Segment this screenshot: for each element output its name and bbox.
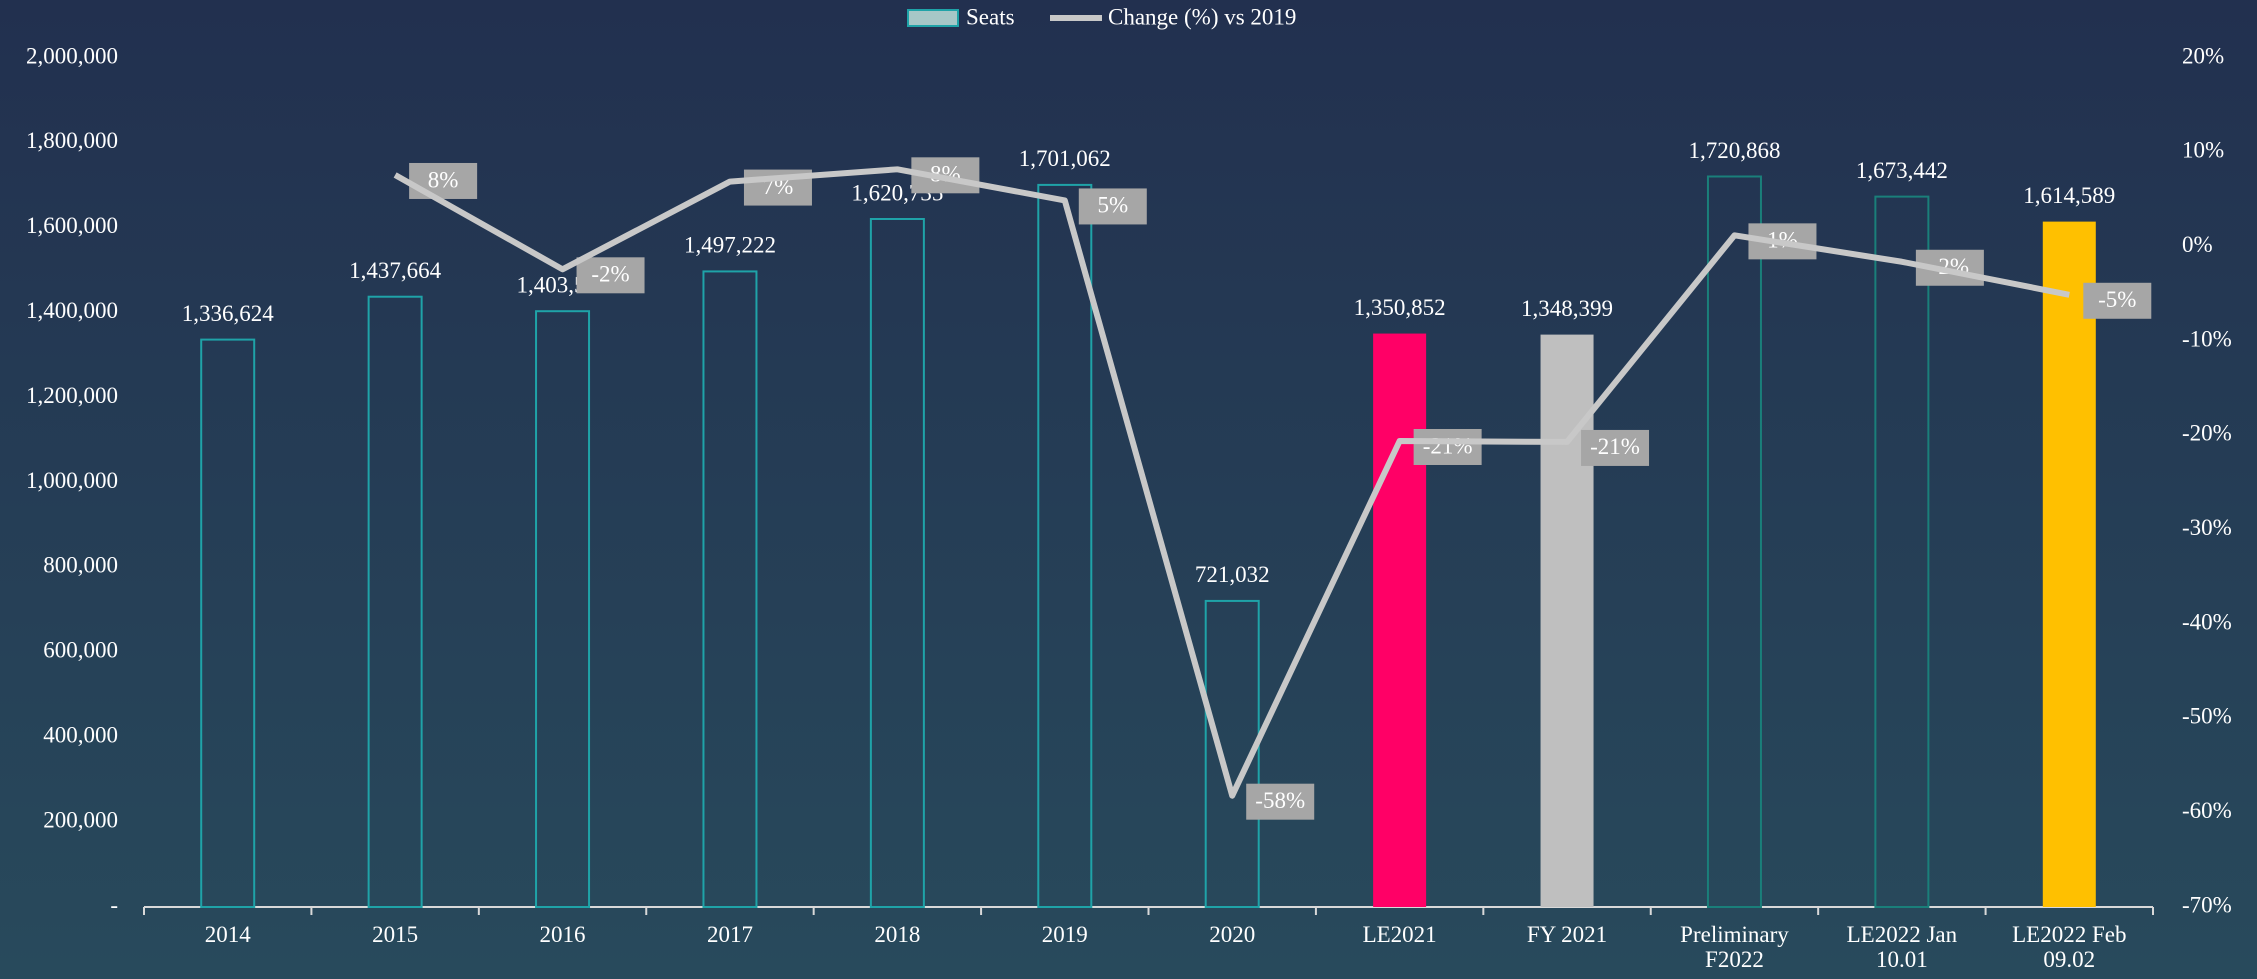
bar-value-label: 1,701,062 xyxy=(1019,146,1111,171)
x-tick-label: LE2022 Feb 09.02 xyxy=(2012,922,2127,972)
x-tick-label: 2018 xyxy=(874,922,921,947)
bar-value-label: 1,348,399 xyxy=(1521,296,1613,321)
x-tick-label: LE2021 xyxy=(1362,922,1437,947)
y-tick-label: 600,000 xyxy=(43,638,118,663)
label-box xyxy=(1581,429,1650,466)
y2-tick-label: -40% xyxy=(2182,609,2232,634)
bar xyxy=(869,217,925,908)
bar-value-label: 1,437,664 xyxy=(349,258,442,283)
y2-tick-label: 10% xyxy=(2182,138,2224,163)
line-labels: 8%-2%7% 8%5%-58%-21% -21%1%-2%-5% xyxy=(409,157,2152,820)
x-tick-label: 2015 xyxy=(372,922,419,947)
bar xyxy=(702,270,758,908)
bar xyxy=(1037,183,1093,909)
bar-value-label: 721,032 xyxy=(1195,562,1270,587)
line-value-label: -5% xyxy=(2098,287,2136,312)
line-value-label: -2% xyxy=(591,262,629,287)
change-line xyxy=(393,166,2070,799)
y-tick-label: 1,800,000 xyxy=(26,128,118,153)
line-value-label: -21% xyxy=(1590,434,1640,459)
label-box xyxy=(2083,282,2152,319)
bar xyxy=(1204,599,1260,909)
x-tick-label: 2017 xyxy=(706,922,753,947)
line-value-label: -21% xyxy=(1423,433,1473,458)
bar-value-label: 1,720,868 xyxy=(1688,138,1780,163)
bar-value-label: 1,673,442 xyxy=(1856,158,1948,183)
y-tick-label: 1,400,000 xyxy=(26,298,118,323)
x-tick-label: FY 2021 xyxy=(1526,922,1608,947)
x-tick-label: Preliminary F2022 xyxy=(1680,922,1789,972)
bar-value-label: 1,336,624 xyxy=(182,301,275,326)
y2-tick-label: 0% xyxy=(2182,232,2213,257)
legend-label: Seats xyxy=(966,4,1015,29)
x-tick-label: LE2022 Jan 10.01 xyxy=(1846,922,1958,972)
y-tick-label: 400,000 xyxy=(43,722,118,747)
bar xyxy=(1706,175,1762,909)
y2-tick-label: -70% xyxy=(2182,892,2232,917)
bar-value-label: 1,350,852 xyxy=(1354,295,1446,320)
y-tick-label: 1,000,000 xyxy=(26,468,118,493)
label-box xyxy=(1246,783,1315,820)
label-box xyxy=(576,257,645,294)
label-box xyxy=(1413,428,1482,465)
label-box xyxy=(409,162,478,199)
y-tick-label: - xyxy=(110,892,118,917)
bar xyxy=(1373,333,1427,907)
y2-tick-label: -60% xyxy=(2182,798,2232,823)
y-tick-label: 200,000 xyxy=(43,807,118,832)
x-tick-label: 2016 xyxy=(539,922,586,947)
x-tick-label: 2014 xyxy=(204,922,251,947)
y-tick-label: 1,200,000 xyxy=(26,383,118,408)
bar xyxy=(2042,221,2096,908)
line-value-label: 5% xyxy=(1097,193,1128,218)
y2-tick-label: -20% xyxy=(2182,421,2232,446)
y-tick-label: 2,000,000 xyxy=(26,43,118,68)
bar xyxy=(367,295,423,909)
x-tick-label: 2019 xyxy=(1041,922,1088,947)
y2-tick-label: -50% xyxy=(2182,704,2232,729)
legend-label: Change (%) vs 2019 xyxy=(1108,4,1296,29)
bar xyxy=(200,338,256,909)
label-box xyxy=(1078,188,1147,225)
y2-tick-label: -30% xyxy=(2182,515,2232,540)
legend-swatch xyxy=(907,9,959,27)
y-tick-label: 1,600,000 xyxy=(26,213,118,238)
line-value-label: 8% xyxy=(428,167,459,192)
y2-tick-label: -10% xyxy=(2182,326,2232,351)
x-tick-label: 2020 xyxy=(1209,922,1256,947)
bar-value-label: 1,497,222 xyxy=(684,233,776,258)
y-tick-label: 800,000 xyxy=(43,553,118,578)
y2-tick-label: 20% xyxy=(2182,43,2224,68)
line-value-label: -58% xyxy=(1255,788,1305,813)
bar xyxy=(535,310,591,909)
bar-value-label: 1,614,589 xyxy=(2023,183,2115,208)
bar xyxy=(1874,195,1930,908)
